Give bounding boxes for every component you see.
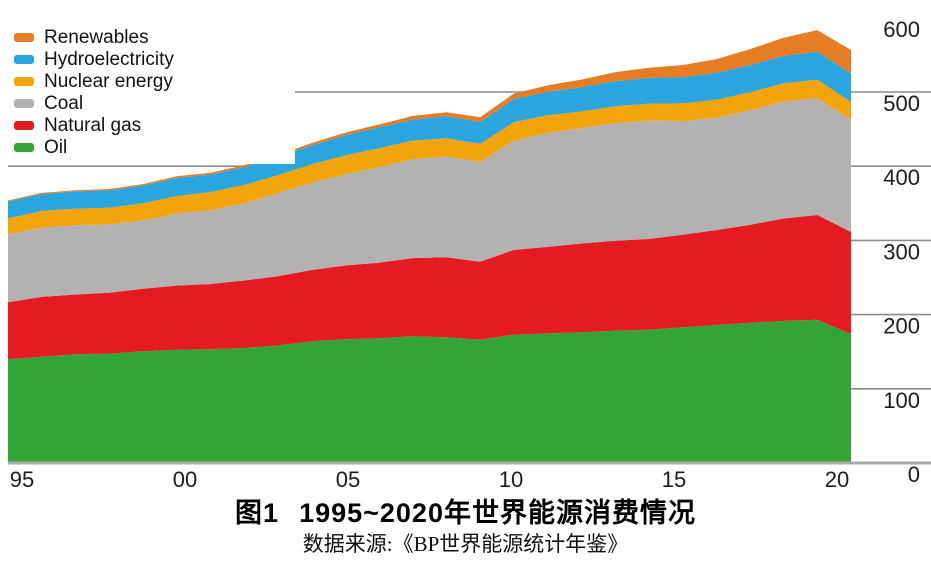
y-tick-label-400: 400 xyxy=(883,165,920,190)
legend-item-hydroelectricity: Hydroelectricity xyxy=(14,48,295,70)
chart-legend: Renewables Hydroelectricity Nuclear energy… xyxy=(8,14,295,164)
x-tick-label-10: 10 xyxy=(499,467,523,491)
y-tick-label-600: 600 xyxy=(883,17,920,42)
area-hydroelectricity xyxy=(8,51,851,219)
legend-label-coal: Coal xyxy=(44,92,84,114)
legend-swatch-renewables xyxy=(14,32,34,42)
legend-swatch-coal xyxy=(14,98,34,108)
legend-swatch-natural-gas xyxy=(14,120,34,130)
legend-label-natural-gas: Natural gas xyxy=(44,114,142,136)
legend-label-renewables: Renewables xyxy=(44,26,149,48)
stacked-area-chart: 0 100 200 300 400 500 600 95 00 05 10 15 20 xyxy=(8,17,931,491)
area-oil xyxy=(8,319,851,463)
area-coal xyxy=(8,98,851,303)
legend-swatch-hydroelectricity xyxy=(14,54,34,64)
y-tick-label-200: 200 xyxy=(883,314,920,339)
legend-item-oil: Oil xyxy=(14,136,295,158)
x-tick-label-05: 05 xyxy=(336,467,360,491)
y-tick-label-100: 100 xyxy=(883,388,920,413)
y-tick-label-500: 500 xyxy=(883,91,920,116)
legend-swatch-oil xyxy=(14,142,34,152)
area-renewables xyxy=(8,30,851,202)
area-natural-gas xyxy=(8,215,851,360)
legend-label-oil: Oil xyxy=(44,136,68,158)
y-tick-label-0: 0 xyxy=(908,462,920,487)
legend-swatch-nuclear-energy xyxy=(14,76,34,86)
legend-label-nuclear-energy: Nuclear energy xyxy=(44,70,173,92)
x-tick-label-15: 15 xyxy=(662,467,686,491)
legend-item-nuclear-energy: Nuclear energy xyxy=(14,70,295,92)
x-tick-label-00: 00 xyxy=(173,467,197,491)
y-tick-label-300: 300 xyxy=(883,239,920,264)
x-tick-label-20: 20 xyxy=(825,467,849,491)
figure-caption: 图1 1995~2020年世界能源消费情况 xyxy=(0,491,931,530)
legend-item-natural-gas: Natural gas xyxy=(14,114,295,136)
legend-label-hydroelectricity: Hydroelectricity xyxy=(44,48,174,70)
x-tick-label-95: 95 xyxy=(10,467,34,491)
figure-title: 1995~2020年世界能源消费情况 xyxy=(299,498,696,528)
legend-item-coal: Coal xyxy=(14,92,295,114)
figure-source: 数据来源:《BP世界能源统计年鉴》 xyxy=(302,532,629,556)
area-nuclear-energy xyxy=(8,79,851,235)
legend-item-renewables: Renewables xyxy=(14,26,295,48)
figure-number: 图1 xyxy=(235,498,280,528)
